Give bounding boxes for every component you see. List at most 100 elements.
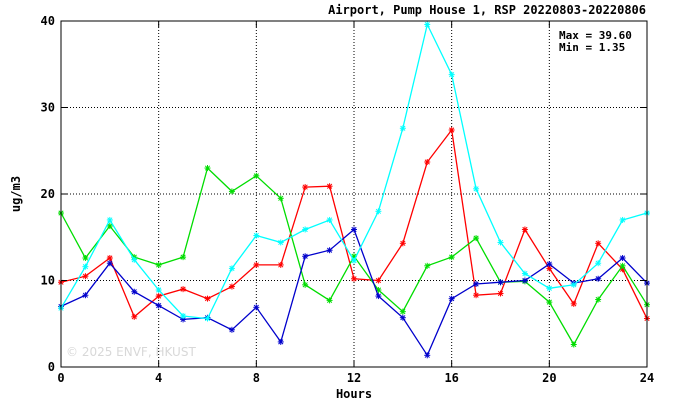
data-point (228, 265, 235, 272)
data-point (497, 290, 504, 297)
marker-stroke (473, 186, 479, 192)
data-point (302, 184, 309, 191)
marker-stroke (278, 262, 284, 268)
marker-stroke (302, 226, 308, 233)
data-point (155, 287, 162, 294)
series-line (60, 128, 648, 319)
marker-stroke (473, 281, 479, 287)
data-point (131, 288, 138, 295)
data-point (448, 71, 455, 78)
marker-stroke (229, 188, 235, 195)
marker-stroke (449, 72, 455, 78)
marker-stroke (619, 255, 626, 261)
marker-stroke (204, 296, 211, 302)
data-point (399, 308, 406, 315)
marker-stroke (619, 217, 626, 223)
data-point (546, 265, 553, 272)
marker-stroke (326, 247, 333, 253)
marker-stroke (595, 260, 601, 266)
y-tick-label: 40 (41, 14, 55, 28)
watermark: © 2025 ENVF, HKUST (66, 345, 196, 359)
data-point (570, 281, 577, 288)
data-point (473, 280, 480, 287)
data-point (473, 292, 480, 299)
marker-stroke (424, 352, 430, 358)
data-point (351, 275, 357, 282)
data-point (473, 235, 480, 242)
data-point (82, 255, 89, 262)
data-point (546, 285, 553, 292)
series-1 (58, 126, 650, 322)
data-point (155, 261, 162, 268)
x-tick-label: 12 (347, 371, 361, 385)
marker-stroke (204, 315, 211, 322)
data-point (521, 277, 528, 284)
data-point (82, 263, 89, 270)
data-point (424, 262, 431, 269)
series-4 (58, 21, 650, 322)
marker-stroke (156, 293, 162, 299)
data-point (180, 254, 187, 261)
data-point (497, 239, 504, 246)
data-point (448, 126, 455, 133)
marker-stroke (82, 264, 89, 270)
marker-stroke (497, 239, 504, 246)
data-point (302, 281, 309, 288)
marker-stroke (156, 287, 162, 293)
x-tick-label: 8 (253, 371, 260, 385)
data-point (180, 312, 187, 319)
max-label: Max = 39.60 (559, 29, 632, 42)
data-point (448, 295, 455, 302)
marker-stroke (107, 260, 113, 266)
data-point (595, 296, 602, 303)
marker-stroke (180, 286, 186, 292)
marker-stroke (595, 276, 601, 282)
chart-title: Airport, Pump House 1, RSP 20220803-2022… (328, 3, 646, 17)
marker-stroke (546, 299, 552, 305)
data-point (619, 262, 626, 269)
marker-stroke (131, 289, 137, 295)
marker-stroke (82, 273, 89, 279)
data-point (351, 226, 357, 233)
series-3 (58, 226, 650, 359)
marker-stroke (546, 261, 552, 267)
tick-labels: 0 4 8 12 16 20 24 0 10 20 30 40 (41, 14, 655, 385)
marker-stroke (326, 183, 333, 189)
data-point (399, 314, 406, 321)
data-point (204, 165, 211, 172)
marker-stroke (424, 263, 430, 269)
data-point (253, 304, 260, 311)
marker-stroke (424, 21, 430, 28)
x-tick-label: 0 (57, 371, 64, 385)
grid-lines (61, 21, 647, 367)
marker-stroke (326, 297, 333, 303)
marker-stroke (522, 270, 528, 277)
data-point (106, 255, 113, 262)
marker-stroke (595, 240, 601, 246)
marker-stroke (131, 314, 137, 320)
marker-stroke (180, 313, 186, 319)
marker-stroke (595, 296, 601, 303)
marker-stroke (571, 282, 577, 288)
data-point (448, 254, 455, 261)
marker-stroke (522, 277, 528, 284)
x-tick-label: 4 (155, 371, 162, 385)
data-point (351, 257, 357, 264)
data-point (302, 253, 309, 260)
data-point (277, 261, 284, 268)
data-point (82, 273, 89, 280)
marker-stroke (400, 240, 406, 246)
data-point (375, 208, 382, 215)
data-point (82, 292, 89, 299)
marker-stroke (424, 159, 430, 165)
marker-stroke (351, 258, 357, 264)
marker-stroke (278, 339, 284, 345)
data-point (326, 297, 333, 304)
marker-stroke (571, 341, 577, 348)
marker-stroke (229, 265, 235, 271)
x-tick-label: 24 (640, 371, 654, 385)
marker-stroke (449, 254, 455, 260)
y-axis-label: ug/m3 (9, 176, 23, 212)
data-point (204, 295, 211, 302)
